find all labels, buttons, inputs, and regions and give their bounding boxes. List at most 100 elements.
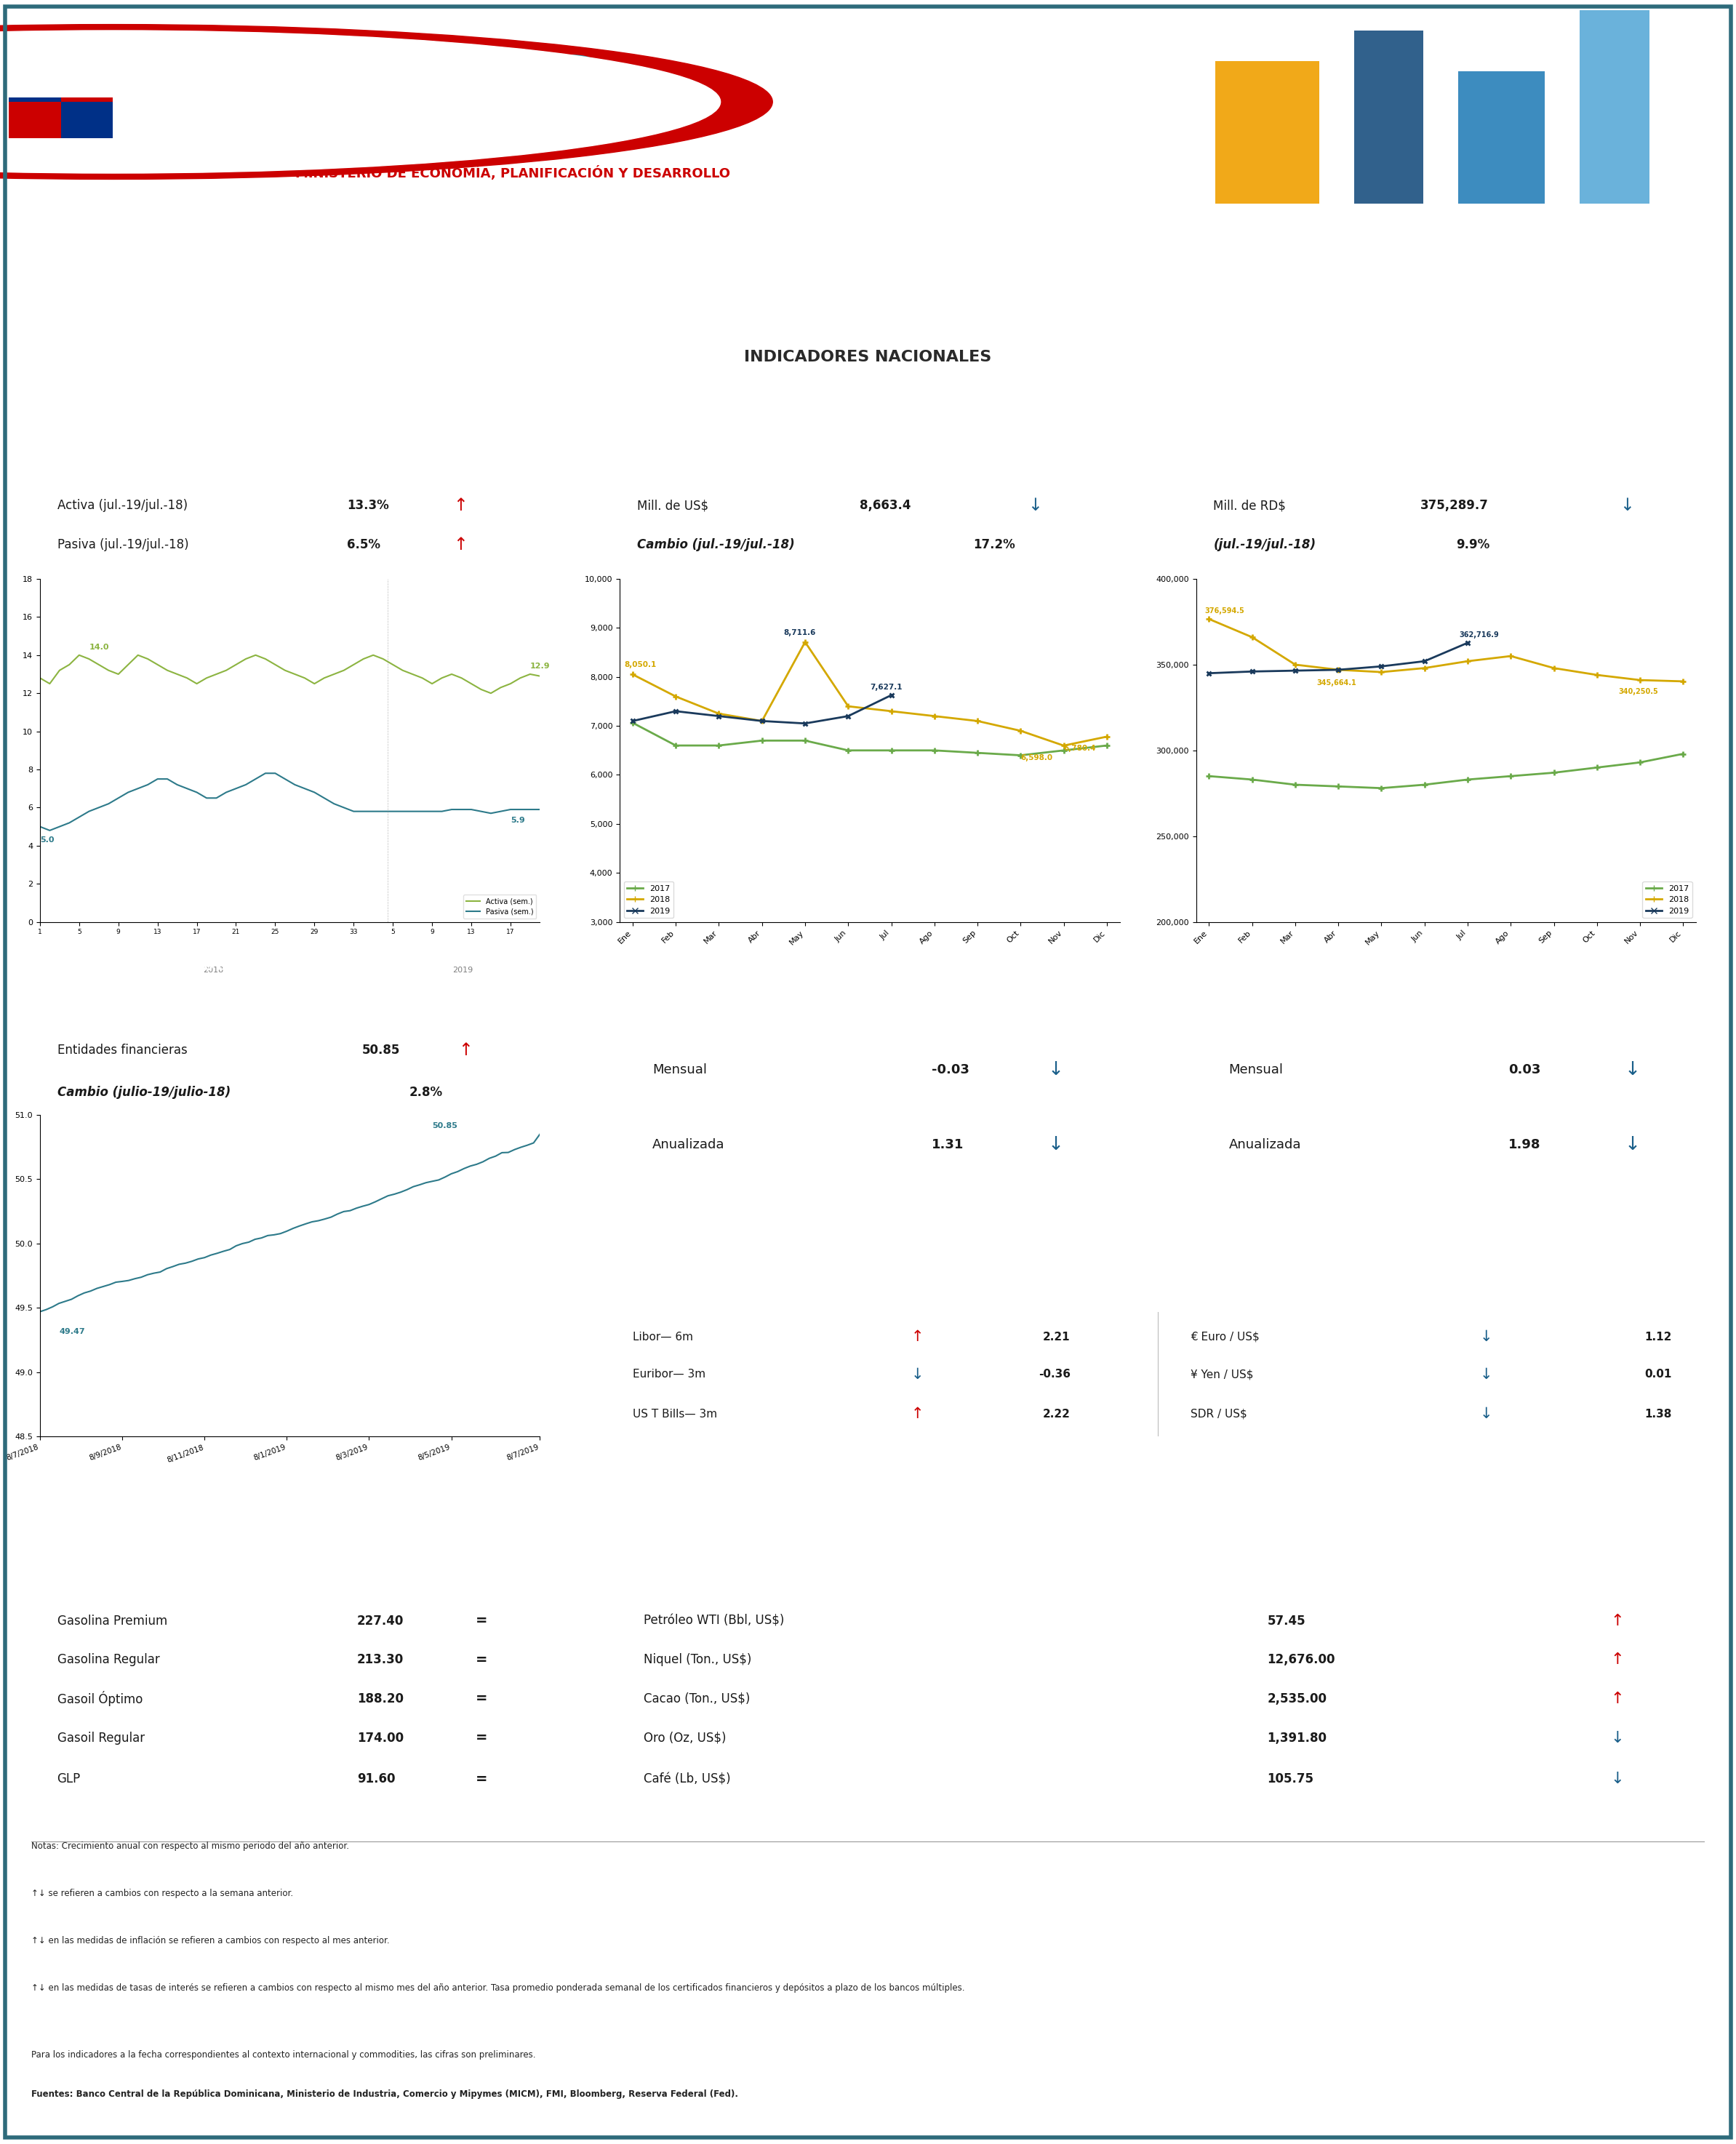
- Text: 2,535.00: 2,535.00: [1267, 1692, 1326, 1704]
- Text: SDR / US$: SDR / US$: [1191, 1409, 1246, 1419]
- Text: ¥ Yen / US$: ¥ Yen / US$: [1191, 1368, 1253, 1381]
- Text: 376,594.5: 376,594.5: [1205, 607, 1245, 615]
- Text: Anualizada: Anualizada: [653, 1138, 726, 1151]
- Text: =: =: [476, 1773, 488, 1786]
- Text: Inflación general (%): Inflación general (%): [793, 961, 946, 973]
- Text: Anualizada: Anualizada: [1229, 1138, 1302, 1151]
- Text: Mensual: Mensual: [1229, 1063, 1283, 1076]
- Text: 1,391.80: 1,391.80: [1267, 1730, 1326, 1745]
- Text: ↓: ↓: [1479, 1368, 1493, 1381]
- Text: Tasas de Interés Banca Múltiple: Tasas de Interés Banca Múltiple: [174, 414, 406, 429]
- Text: ↑: ↑: [458, 1042, 472, 1059]
- Text: Euribor— 3m: Euribor— 3m: [634, 1368, 707, 1381]
- Text: 5.9: 5.9: [510, 817, 524, 823]
- Text: 213.30: 213.30: [358, 1653, 404, 1666]
- Text: ↓: ↓: [1620, 497, 1634, 515]
- Text: 12,676.00: 12,676.00: [1267, 1653, 1335, 1666]
- Circle shape: [0, 24, 773, 180]
- Text: Contexto Internacional: Contexto Internacional: [1073, 1207, 1243, 1220]
- Text: 0.03: 0.03: [1509, 1063, 1540, 1076]
- Text: 8,711.6: 8,711.6: [783, 630, 816, 637]
- Text: ↑: ↑: [911, 1329, 924, 1344]
- Text: ↑: ↑: [1611, 1653, 1625, 1668]
- Text: Gasoil Regular: Gasoil Regular: [57, 1730, 144, 1745]
- Text: =: =: [476, 1653, 488, 1666]
- Text: 12.9: 12.9: [529, 662, 550, 669]
- Text: ↓: ↓: [911, 1368, 924, 1381]
- Text: 340,250.5: 340,250.5: [1618, 688, 1658, 695]
- Text: Indicadores Económicos al  9 de julio de 2019: Indicadores Económicos al 9 de julio de …: [660, 283, 1076, 302]
- Text: (al 8 de julio de 2019): (al 8 de julio de 2019): [229, 1003, 351, 1016]
- Text: -0.03: -0.03: [932, 1063, 969, 1076]
- Text: 2019: 2019: [453, 967, 474, 973]
- Text: Pasiva (jul.-19/jul.-18): Pasiva (jul.-19/jul.-18): [57, 538, 189, 551]
- Text: Para los indicadores a la fecha correspondientes al contexto internacional y com: Para los indicadores a la fecha correspo…: [31, 2050, 536, 2060]
- Text: Activa (jul.-19/jul.-18): Activa (jul.-19/jul.-18): [57, 500, 187, 512]
- Text: 91.60: 91.60: [358, 1773, 396, 1786]
- Text: 188.20: 188.20: [358, 1692, 404, 1704]
- Text: 6,780.4: 6,780.4: [1064, 744, 1095, 753]
- Text: ↑↓ en las medidas de inflación se refieren a cambios con respecto al mes anterio: ↑↓ en las medidas de inflación se refier…: [31, 1936, 389, 1947]
- Text: ↑: ↑: [453, 536, 467, 553]
- Text: 1.38: 1.38: [1644, 1409, 1672, 1419]
- Text: 6.5%: 6.5%: [347, 538, 380, 551]
- Text: Inflación subyacente (%): Inflación subyacente (%): [1354, 961, 1538, 973]
- Text: 8,663.4: 8,663.4: [859, 500, 911, 512]
- Text: ↑: ↑: [1611, 1692, 1625, 1707]
- Text: 105.75: 105.75: [1267, 1773, 1314, 1786]
- Text: Medio Circulante (M1): Medio Circulante (M1): [1364, 414, 1528, 427]
- Bar: [61, 99, 113, 135]
- Text: (al 3 de julio de 2019): (al 3 de julio de 2019): [809, 459, 930, 470]
- Text: 174.00: 174.00: [358, 1730, 404, 1745]
- Text: Petróleo WTI (Bbl, US$): Petróleo WTI (Bbl, US$): [644, 1614, 785, 1627]
- Text: ↑: ↑: [911, 1406, 924, 1421]
- Text: ↑↓ se refieren a cambios con respecto a la semana anterior.: ↑↓ se refieren a cambios con respecto a …: [31, 1889, 293, 1897]
- Text: Commodities: Commodities: [1109, 1497, 1207, 1512]
- Bar: [9, 99, 61, 135]
- Text: UNIDAD ASESORA DE ANÁLISIS ECONÓMICO Y SOCIAL: UNIDAD ASESORA DE ANÁLISIS ECONÓMICO Y S…: [533, 229, 1203, 251]
- Text: 14.0: 14.0: [89, 643, 109, 652]
- Text: ↓: ↓: [1625, 1061, 1641, 1078]
- Text: 9.9%: 9.9%: [1457, 538, 1489, 551]
- Text: =: =: [476, 1692, 488, 1707]
- Text: Tipos de cambio: Tipos de cambio: [1382, 1267, 1483, 1278]
- Text: 50.85: 50.85: [363, 1044, 401, 1057]
- Text: Niquel (Ton., US$): Niquel (Ton., US$): [644, 1653, 752, 1666]
- Text: 2.21: 2.21: [1043, 1331, 1071, 1342]
- Text: Fuentes: Banco Central de la República Dominicana, Ministerio de Industria, Come: Fuentes: Banco Central de la República D…: [31, 2090, 738, 2099]
- Text: Tasas de interés: Tasas de interés: [832, 1267, 932, 1278]
- Text: 362,716.9: 362,716.9: [1458, 630, 1498, 639]
- Text: Cacao (Ton., US$): Cacao (Ton., US$): [644, 1692, 750, 1704]
- Text: Mill. de RD$: Mill. de RD$: [1213, 500, 1286, 512]
- Bar: [61, 101, 113, 139]
- Text: 6,598.0: 6,598.0: [1021, 755, 1052, 761]
- Text: 227.40: 227.40: [358, 1614, 404, 1627]
- Text: (al 3 de julio de 2019): (al 3 de julio de 2019): [1385, 459, 1507, 470]
- Text: Entidades financieras: Entidades financieras: [57, 1044, 187, 1057]
- Text: Gasolina Regular: Gasolina Regular: [57, 1653, 160, 1666]
- Text: 5.0: 5.0: [40, 836, 54, 843]
- Text: ↑: ↑: [453, 497, 467, 515]
- Text: ↑: ↑: [1611, 1614, 1625, 1627]
- Text: ↓: ↓: [1479, 1406, 1493, 1421]
- Text: 49.47: 49.47: [59, 1327, 85, 1336]
- Text: Cambio (jul.-19/jul.-18): Cambio (jul.-19/jul.-18): [637, 538, 795, 551]
- Text: Gasolina Premium: Gasolina Premium: [57, 1614, 167, 1627]
- Text: 0.01: 0.01: [1644, 1368, 1672, 1381]
- Text: MINISTERIO DE ECONOMÍA, PLANIFICACIÓN Y DESARROLLO: MINISTERIO DE ECONOMÍA, PLANIFICACIÓN Y …: [295, 165, 731, 180]
- Text: Semana del 6 al 12 de julio de 2019, RD$/Gl: Semana del 6 al 12 de julio de 2019, RD$…: [167, 1559, 413, 1569]
- Text: Precios de los combustibles: Precios de los combustibles: [187, 1497, 392, 1512]
- Text: (al 8 de (julio de 2019): (al 8 de (julio de 2019): [830, 1299, 934, 1308]
- Legend: 2017, 2018, 2019: 2017, 2018, 2019: [623, 881, 674, 918]
- Text: GLP: GLP: [57, 1773, 80, 1786]
- Text: (jul.-19/jul.-18): (jul.-19/jul.-18): [1213, 538, 1316, 551]
- Text: 50.85: 50.85: [432, 1121, 458, 1130]
- Circle shape: [0, 30, 720, 174]
- Text: ↓: ↓: [1611, 1730, 1625, 1745]
- Text: INDICADORES NACIONALES: INDICADORES NACIONALES: [745, 349, 991, 364]
- Text: Libor— 6m: Libor— 6m: [634, 1331, 693, 1342]
- Text: Cambio (julio-19/julio-18): Cambio (julio-19/julio-18): [57, 1087, 231, 1100]
- Bar: [1354, 30, 1424, 204]
- Text: Tipo de cambio (Dólar, venta): Tipo de cambio (Dólar, venta): [181, 961, 399, 973]
- Bar: [1215, 62, 1319, 204]
